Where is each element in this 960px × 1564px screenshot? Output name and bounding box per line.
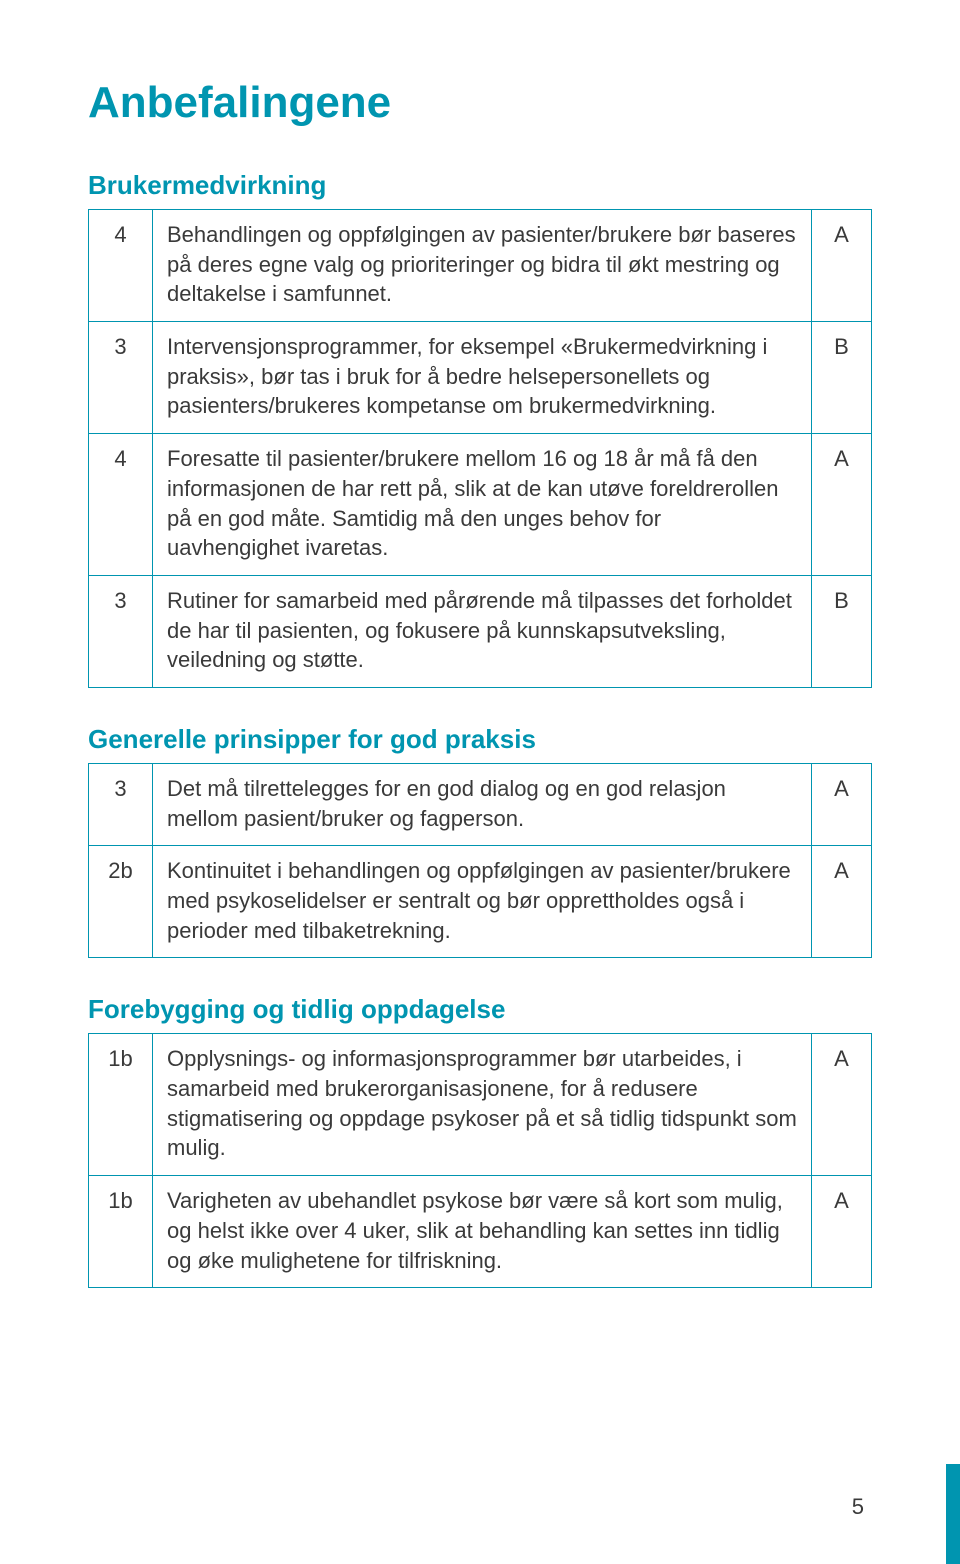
table-row: 3Rutiner for samarbeid med pårørende må … bbox=[89, 575, 872, 687]
table-row: 4Foresatte til pasienter/brukere mellom … bbox=[89, 434, 872, 576]
row-text: Kontinuitet i behandlingen og oppfølging… bbox=[153, 846, 812, 958]
row-grade: B bbox=[812, 322, 872, 434]
row-text: Intervensjonsprogrammer, for eksempel «B… bbox=[153, 322, 812, 434]
recommendations-table: 1bOpplysnings- og informasjonsprogrammer… bbox=[88, 1033, 872, 1288]
row-id: 4 bbox=[89, 434, 153, 576]
row-id: 3 bbox=[89, 763, 153, 845]
table-row: 1bOpplysnings- og informasjonsprogrammer… bbox=[89, 1034, 872, 1176]
section-title: Generelle prinsipper for god praksis bbox=[88, 724, 872, 755]
row-id: 4 bbox=[89, 210, 153, 322]
sections-container: Brukermedvirkning 4Behandlingen og oppføl… bbox=[88, 170, 872, 1288]
row-id: 3 bbox=[89, 575, 153, 687]
row-id: 2b bbox=[89, 846, 153, 958]
row-text: Varigheten av ubehandlet psykose bør vær… bbox=[153, 1176, 812, 1288]
row-grade: B bbox=[812, 575, 872, 687]
section-title: Forebygging og tidlig oppdagelse bbox=[88, 994, 872, 1025]
recommendations-table: 4Behandlingen og oppfølgingen av pasient… bbox=[88, 209, 872, 688]
row-grade: A bbox=[812, 210, 872, 322]
main-title: Anbefalingene bbox=[88, 78, 872, 128]
table-row: 1bVarigheten av ubehandlet psykose bør v… bbox=[89, 1176, 872, 1288]
row-grade: A bbox=[812, 1176, 872, 1288]
table-row: 3Intervensjonsprogrammer, for eksempel «… bbox=[89, 322, 872, 434]
table-row: 3Det må tilrettelegges for en god dialog… bbox=[89, 763, 872, 845]
row-id: 1b bbox=[89, 1034, 153, 1176]
row-grade: A bbox=[812, 763, 872, 845]
row-text: Det må tilrettelegges for en god dialog … bbox=[153, 763, 812, 845]
recommendations-table: 3Det må tilrettelegges for en god dialog… bbox=[88, 763, 872, 958]
row-id: 1b bbox=[89, 1176, 153, 1288]
row-id: 3 bbox=[89, 322, 153, 434]
page-number: 5 bbox=[852, 1494, 864, 1520]
row-grade: A bbox=[812, 434, 872, 576]
table-row: 2bKontinuitet i behandlingen og oppfølgi… bbox=[89, 846, 872, 958]
table-row: 4Behandlingen og oppfølgingen av pasient… bbox=[89, 210, 872, 322]
accent-bar bbox=[946, 1464, 960, 1564]
row-grade: A bbox=[812, 846, 872, 958]
row-text: Opplysnings- og informasjonsprogrammer b… bbox=[153, 1034, 812, 1176]
row-text: Behandlingen og oppfølgingen av pasiente… bbox=[153, 210, 812, 322]
row-text: Rutiner for samarbeid med pårørende må t… bbox=[153, 575, 812, 687]
page-content: Anbefalingene Brukermedvirkning 4Behandli… bbox=[0, 0, 960, 1288]
row-grade: A bbox=[812, 1034, 872, 1176]
section-title: Brukermedvirkning bbox=[88, 170, 872, 201]
row-text: Foresatte til pasienter/brukere mellom 1… bbox=[153, 434, 812, 576]
